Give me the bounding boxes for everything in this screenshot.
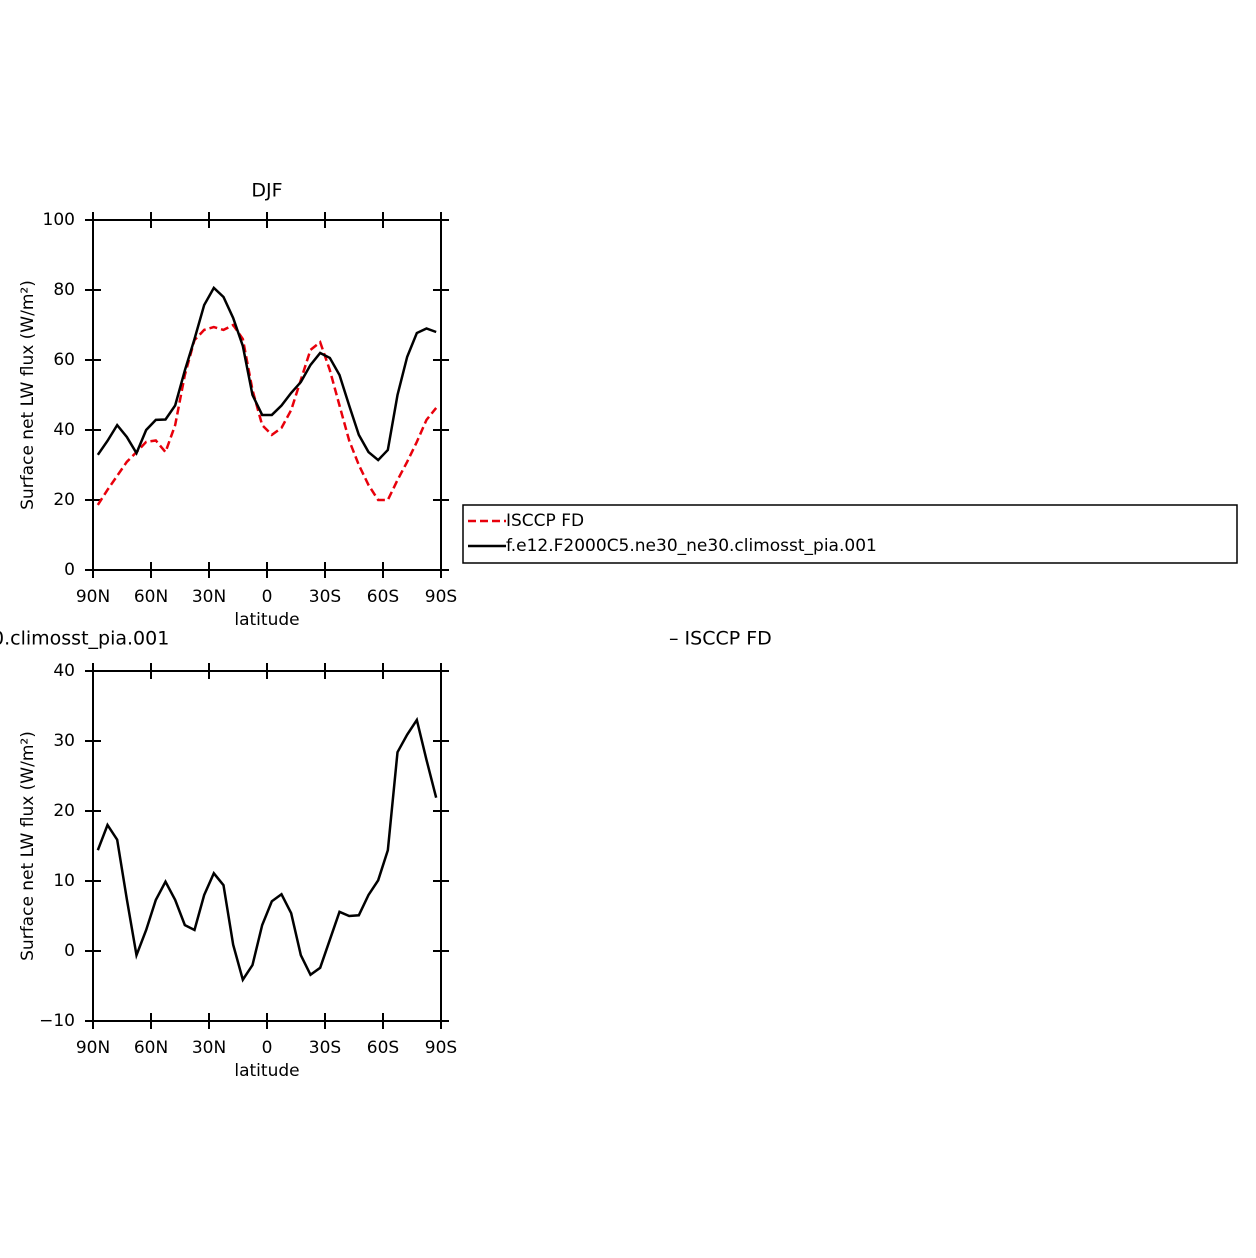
data-line — [96, 285, 437, 462]
y-axis-label: Surface net LW flux (W/m²) — [18, 731, 38, 961]
x-tick-label: 60S — [367, 1038, 399, 1058]
x-tick-label: 60N — [134, 1038, 168, 1058]
y-tick-label: 10 — [53, 871, 75, 891]
x-tick-label: 60S — [367, 587, 399, 607]
x-tick-label: 90N — [76, 1038, 110, 1058]
y-tick-label: 100 — [43, 210, 75, 230]
x-tick-label: 90S — [425, 587, 457, 607]
chart-title: 0.climosst_pia.001 — [0, 628, 169, 650]
x-tick-label: 30S — [309, 587, 341, 607]
x-tick-label: 90S — [425, 1038, 457, 1058]
y-tick-label: −10 — [39, 1011, 75, 1031]
legend-label: ISCCP FD — [506, 511, 584, 531]
chart-subtitle: – ISCCP FD — [669, 628, 772, 650]
y-tick-label: 20 — [53, 801, 75, 821]
chart-title: DJF — [251, 180, 282, 202]
x-axis-label: latitude — [234, 610, 299, 630]
x-tick-label: 30N — [192, 1038, 226, 1058]
plot-frame — [92, 670, 442, 1022]
y-tick-label: 30 — [53, 731, 75, 751]
y-tick-label: 60 — [53, 350, 75, 370]
data-line — [96, 716, 438, 983]
legend-label: f.e12.F2000C5.ne30_ne30.climosst_pia.001 — [506, 536, 877, 556]
x-axis-label: latitude — [234, 1061, 299, 1081]
data-line — [96, 323, 438, 506]
y-tick-label: 0 — [64, 560, 75, 580]
x-tick-label: 90N — [76, 587, 110, 607]
y-tick-label: 20 — [53, 490, 75, 510]
plot-frame — [92, 219, 442, 571]
x-tick-label: 30S — [309, 1038, 341, 1058]
y-axis-label: Surface net LW flux (W/m²) — [18, 280, 38, 510]
x-tick-label: 0 — [262, 587, 273, 607]
y-tick-label: 40 — [53, 420, 75, 440]
x-tick-label: 0 — [262, 1038, 273, 1058]
x-tick-label: 60N — [134, 587, 168, 607]
y-tick-label: 40 — [53, 661, 75, 681]
legend-box — [462, 504, 1238, 564]
y-tick-label: 80 — [53, 280, 75, 300]
y-tick-label: 0 — [64, 941, 75, 961]
x-tick-label: 30N — [192, 587, 226, 607]
